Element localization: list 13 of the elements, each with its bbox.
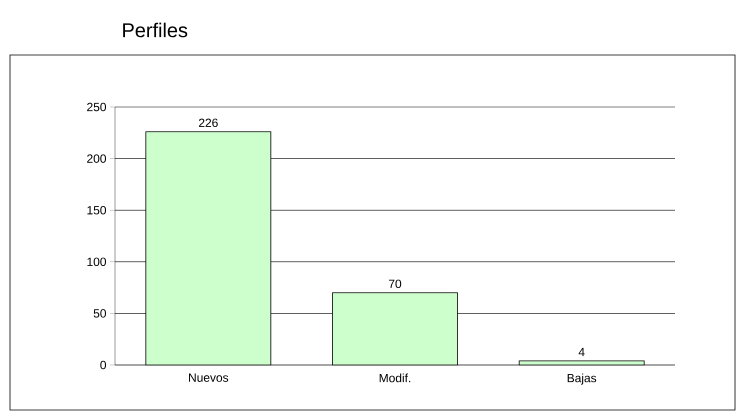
data-label: 226 (198, 118, 218, 128)
y-tick-label: 150 (87, 206, 106, 214)
x-tick-label: Modif. (380, 374, 410, 382)
y-tick-label: 50 (94, 309, 106, 318)
y-tick-label: 0 (100, 360, 106, 370)
y-tick-label: 100 (87, 258, 106, 266)
y-tick-label: 250 (87, 102, 106, 112)
x-tick-label: Nuevos (189, 374, 228, 382)
chart-title: Perfiles (123, 22, 188, 38)
data-label: 70 (388, 280, 402, 288)
data-label: 4 (578, 348, 585, 356)
y-tick-label: 200 (87, 154, 106, 163)
x-tick-label: Bajas (568, 374, 596, 385)
